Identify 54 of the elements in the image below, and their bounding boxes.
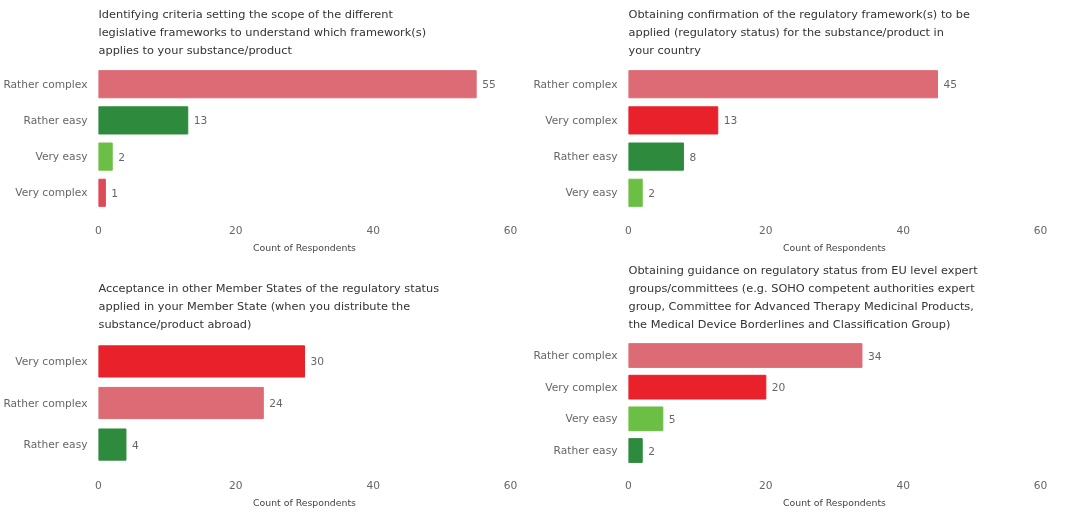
x-tick-label: 0	[95, 478, 103, 492]
data-label: 13	[723, 114, 738, 128]
y-tick-label: Rather complex	[533, 77, 618, 91]
x-tick-label: 40	[366, 478, 381, 492]
x-tick-label: 60	[503, 478, 518, 492]
y-tick-label: Rather complex	[3, 396, 88, 410]
y-tick-label: Very easy	[565, 186, 618, 200]
x-axis-title: Count of Respondents	[253, 241, 357, 253]
data-label: 45	[943, 78, 958, 92]
data-label: 55	[482, 78, 496, 92]
y-tick-label: Rather easy	[553, 444, 618, 457]
x-tick-label: 60	[1033, 478, 1048, 492]
chart-title: Identifying criteria setting the scope of the different legislative frameworks to understand which framework(s) applies to your substance/product	[98, 7, 427, 58]
x-axis-title: Count of Respondents	[783, 241, 887, 253]
x-tick-label: 0	[625, 478, 633, 492]
data-label: 30	[310, 355, 325, 369]
x-tick-label: 20	[229, 478, 243, 492]
y-tick-label: Very complex	[545, 380, 618, 394]
x-tick-label: 20	[229, 223, 243, 237]
data-label: 34	[867, 349, 882, 363]
y-tick-label: Very easy	[565, 412, 618, 426]
data-label: 4	[131, 438, 139, 452]
y-tick-label: Very easy	[35, 150, 88, 164]
x-tick-label: 20	[759, 478, 773, 492]
data-label: 2	[648, 186, 656, 200]
y-tick-label: Rather easy	[23, 438, 88, 452]
y-tick-label: Rather complex	[3, 77, 88, 91]
x-tick-label: 60	[503, 223, 518, 237]
x-tick-label: 0	[625, 223, 633, 237]
data-label: 2	[118, 150, 126, 164]
data-label: 8	[689, 150, 697, 164]
x-tick-label: 40	[896, 223, 911, 237]
data-label: 20	[771, 381, 786, 395]
x-tick-label: 20	[759, 223, 773, 237]
y-tick-label: Very complex	[15, 186, 88, 200]
x-tick-label: 40	[896, 478, 911, 492]
x-tick-label: 0	[95, 223, 103, 237]
data-label: 13	[193, 114, 208, 128]
data-label: 1	[111, 186, 119, 200]
x-axis-title: Count of Respondents	[253, 496, 357, 508]
x-axis-title: Count of Respondents	[783, 496, 887, 508]
y-tick-label: Rather easy	[23, 113, 88, 127]
chart-title: Acceptance in other Member States of the regulatory status applied in your Member State (when you distribute the substance/product abroad)	[98, 281, 440, 332]
data-label: 24	[269, 397, 284, 410]
data-label: 2	[648, 444, 656, 458]
data-label: 5	[668, 412, 676, 426]
chart-title: Obtaining confirmation of the regulatory framework(s) to be applied (regulatory status) for the substance/product in your country	[628, 7, 971, 58]
y-tick-label: Rather complex	[533, 349, 618, 362]
x-tick-label: 40	[366, 223, 381, 237]
y-tick-label: Very complex	[15, 354, 88, 368]
chart-title: Obtaining guidance on regulatory status from EU level expert groups/committees (e.g. SOHO competent authorities expert group, Committee for Advanced Therapy Medicinal Products, the Medical Device Borderlines and Classification Group)	[628, 262, 979, 332]
y-tick-label: Rather easy	[553, 150, 618, 164]
y-tick-label: Very complex	[545, 113, 618, 127]
x-tick-label: 60	[1033, 223, 1048, 237]
